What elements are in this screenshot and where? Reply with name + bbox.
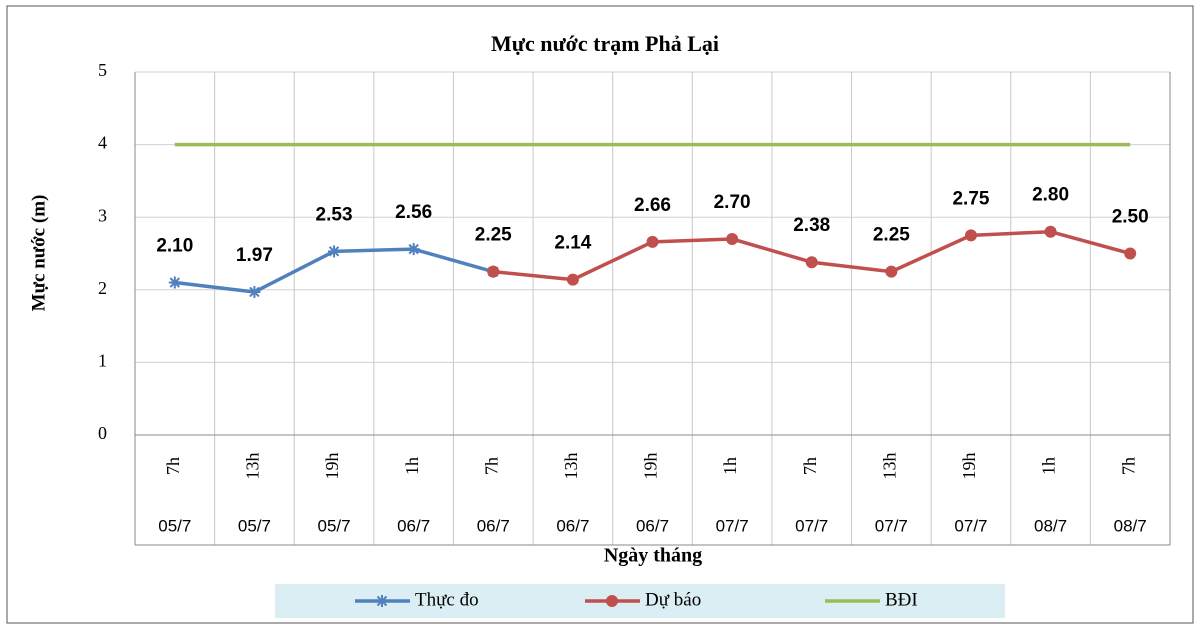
data-label: 2.10 — [156, 236, 193, 257]
x-date-label: 06/7 — [556, 516, 589, 535]
data-label: 2.66 — [634, 195, 671, 216]
x-date-label: 05/7 — [238, 516, 271, 535]
marker — [566, 273, 579, 286]
marker — [646, 235, 659, 248]
y-tick-label: 1 — [98, 351, 107, 371]
x-tick-label: 13h — [243, 453, 263, 480]
x-date-label: 07/7 — [875, 516, 908, 535]
x-tick-label: 13h — [879, 453, 899, 480]
x-axis-title: Ngày tháng — [604, 545, 702, 567]
x-tick-label: 1h — [402, 457, 422, 475]
marker — [885, 265, 898, 278]
x-tick-label: 1h — [720, 457, 740, 475]
data-label: 2.56 — [395, 202, 432, 223]
x-tick-label: 7h — [163, 457, 183, 475]
x-tick-label: 13h — [561, 453, 581, 480]
data-label: 1.97 — [236, 245, 273, 266]
x-tick-label: 7h — [1118, 457, 1138, 475]
data-label: 2.38 — [793, 215, 830, 236]
legend-label: BĐI — [885, 589, 918, 610]
x-date-label: 08/7 — [1034, 516, 1067, 535]
y-tick-label: 4 — [98, 133, 107, 153]
y-tick-label: 3 — [98, 205, 107, 225]
marker — [964, 229, 977, 242]
data-label: 2.70 — [714, 192, 751, 213]
x-date-label: 07/7 — [954, 516, 987, 535]
y-axis-title: Mực nước (m) — [28, 195, 49, 312]
marker — [376, 595, 388, 607]
chart-title: Mực nước trạm Phả Lại — [491, 31, 719, 56]
x-date-label: 06/7 — [397, 516, 430, 535]
marker — [805, 256, 818, 269]
marker — [487, 265, 500, 278]
chart-border — [6, 5, 1194, 624]
x-date-label: 05/7 — [158, 516, 191, 535]
data-label: 2.50 — [1112, 207, 1149, 228]
data-label: 2.14 — [554, 233, 591, 254]
x-date-label: 07/7 — [795, 516, 828, 535]
marker — [248, 285, 261, 298]
x-date-label: 07/7 — [716, 516, 749, 535]
y-tick-label: 2 — [98, 278, 107, 298]
data-label: 2.80 — [1032, 185, 1069, 206]
x-date-label: 05/7 — [317, 516, 350, 535]
x-date-label: 06/7 — [636, 516, 669, 535]
marker — [168, 276, 181, 289]
data-label: 2.25 — [873, 225, 910, 246]
marker — [606, 595, 618, 607]
x-tick-label: 19h — [641, 453, 661, 480]
y-tick-label: 0 — [98, 423, 107, 443]
y-tick-label: 5 — [98, 60, 107, 80]
marker — [726, 232, 739, 245]
marker — [1124, 247, 1137, 260]
x-tick-label: 7h — [481, 457, 501, 475]
data-label: 2.75 — [952, 188, 989, 209]
legend-label: Thực đo — [415, 589, 479, 610]
marker — [328, 245, 341, 258]
x-tick-label: 19h — [322, 453, 342, 480]
x-date-label: 08/7 — [1114, 516, 1147, 535]
legend-label: Dự báo — [645, 589, 701, 610]
marker — [407, 243, 420, 256]
x-tick-label: 1h — [1039, 457, 1059, 475]
x-date-label: 06/7 — [477, 516, 510, 535]
x-tick-label: 7h — [800, 457, 820, 475]
marker — [1044, 225, 1057, 238]
data-label: 2.53 — [316, 204, 353, 225]
x-tick-label: 19h — [959, 453, 979, 480]
data-label: 2.25 — [475, 225, 512, 246]
